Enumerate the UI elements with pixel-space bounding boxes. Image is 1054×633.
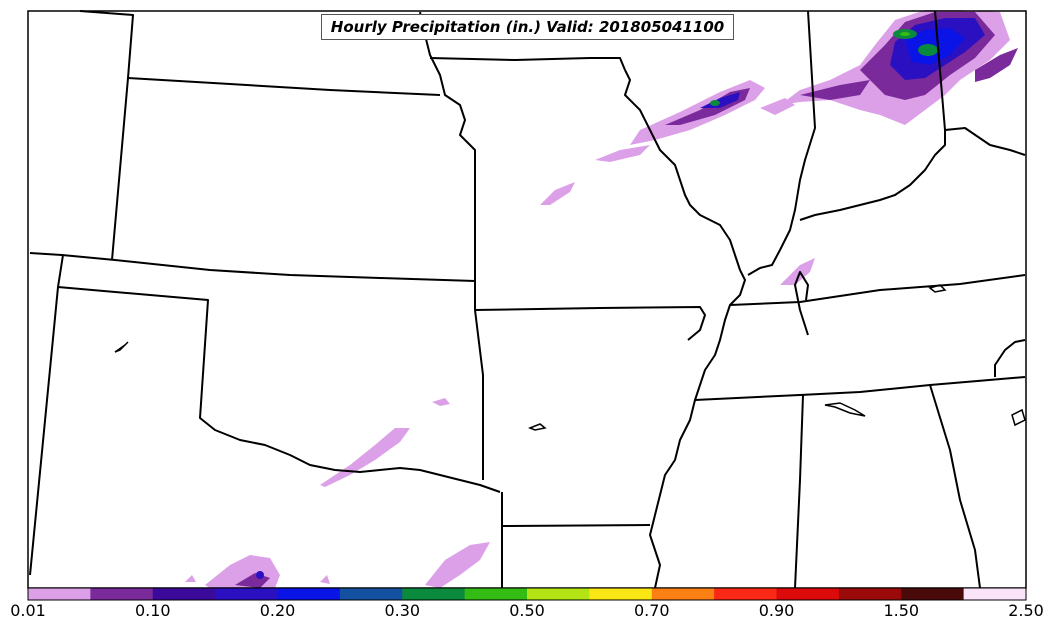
- colorbar: [27, 587, 1027, 601]
- colorbar-swatch: [901, 588, 965, 600]
- colorbar-tick-label: 0.01: [10, 601, 46, 620]
- colorbar-swatch: [963, 588, 1027, 600]
- precip-areas: [185, 10, 1018, 588]
- precip-patch-oklahoma-texas: [185, 398, 490, 588]
- state-borders: [29, 10, 1026, 589]
- precip-patch-missouri: [540, 182, 815, 285]
- colorbar-swatch: [838, 588, 902, 600]
- colorbar-tick-label: 0.10: [134, 601, 171, 620]
- colorbar-tick-label: 0.70: [633, 601, 670, 620]
- colorbar-tick-label: 0.50: [509, 601, 545, 620]
- colorbar-swatch: [464, 588, 528, 600]
- colorbar-tick-label: 2.50: [1008, 601, 1044, 620]
- colorbar-swatch: [714, 588, 777, 600]
- map-title: Hourly Precipitation (in.) Valid: 201805…: [321, 14, 734, 40]
- colorbar-swatch: [527, 588, 590, 600]
- precip-patch-illinois-indiana: [780, 10, 1018, 125]
- colorbar-swatch: [215, 588, 278, 600]
- colorbar-swatch: [402, 588, 466, 600]
- colorbar-swatch: [28, 588, 91, 600]
- colorbar-tick-label: 0.90: [758, 601, 795, 620]
- colorbar-swatch: [152, 588, 216, 600]
- border-wy-co: [29, 252, 476, 282]
- colorbar-tick-label: 1.50: [883, 601, 920, 620]
- colorbar-tick-label: 0.20: [259, 601, 296, 620]
- colorbar-swatch: [277, 588, 341, 600]
- colorbar-tick-label: 0.30: [384, 601, 421, 620]
- colorbar-swatch: [90, 588, 154, 600]
- colorbar-swatch: [776, 588, 840, 600]
- colorbar-swatch: [339, 588, 403, 600]
- precip-patch-central-illinois: [595, 80, 795, 162]
- colorbar-frame: [27, 587, 1027, 601]
- colorbar-swatch: [651, 588, 715, 600]
- lakes: [114, 284, 1026, 431]
- colorbar-swatch: [589, 588, 653, 600]
